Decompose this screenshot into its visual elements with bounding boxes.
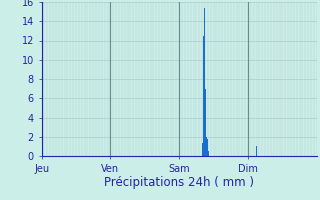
X-axis label: Précipitations 24h ( mm ): Précipitations 24h ( mm ) [104,176,254,189]
Bar [203,36,204,156]
Bar [204,8,205,156]
Bar [256,146,257,156]
Bar [205,89,206,156]
Bar [208,151,209,156]
Bar [206,137,207,156]
Bar [202,143,203,156]
Bar [207,139,208,156]
